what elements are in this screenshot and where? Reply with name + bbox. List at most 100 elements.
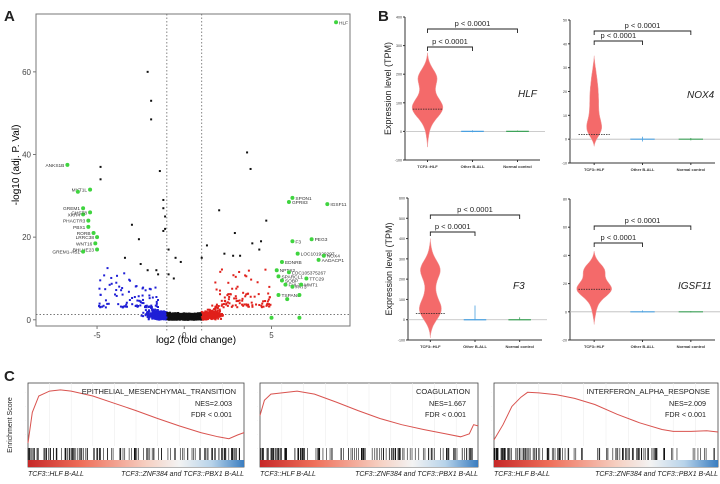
volcano-xtick-label: 0: [182, 331, 187, 340]
violin-xtick-label: Other B-ALL: [631, 344, 655, 349]
gene-label: MMT1: [304, 283, 318, 289]
volcano-point: [164, 313, 167, 316]
volcano-point-ns: [249, 167, 252, 170]
violin-xtick-label: Other B-ALL: [463, 344, 487, 349]
volcano-point: [141, 301, 144, 304]
volcano-point: [151, 310, 154, 313]
fdr-label: FDR < 0.001: [191, 410, 232, 419]
volcano-point-highlight: [286, 270, 291, 275]
volcano-point: [156, 313, 159, 316]
volcano-point: [141, 294, 144, 297]
volcano-point: [102, 304, 105, 307]
gsea-hits: [27, 448, 240, 460]
volcano-point: [166, 311, 169, 314]
gene-label: SOBP: [285, 279, 298, 285]
pvalue-label: p < 0.0001: [600, 233, 636, 242]
violin-ytick-label: 400: [399, 237, 405, 241]
violin-ytick-label: 40: [563, 42, 567, 46]
volcano-point: [175, 318, 178, 321]
volcano-point-ns: [260, 240, 263, 243]
volcano-point-ns: [130, 223, 133, 226]
volcano-point: [241, 303, 244, 306]
gsea-hits: [493, 448, 715, 460]
violin-ytick-label: 0: [403, 318, 405, 322]
gene-label: FAT3: [295, 285, 306, 291]
right-phenotype-label: TCF3::ZNF384 and TCF3::PBX1 B-ALL: [355, 471, 478, 478]
volcano-point-ns: [158, 170, 161, 173]
volcano-point: [214, 309, 217, 312]
volcano-point: [207, 311, 210, 314]
volcano-point: [177, 318, 180, 321]
significance-bracket: [427, 28, 518, 33]
volcano-point: [147, 315, 150, 318]
volcano-point-ns: [123, 256, 126, 259]
volcano-point: [200, 318, 203, 321]
volcano-point: [203, 317, 206, 320]
volcano-point: [106, 267, 109, 270]
volcano-point: [104, 288, 107, 291]
volcano-point: [183, 313, 186, 316]
volcano-point: [161, 315, 164, 318]
volcano-point: [234, 275, 237, 278]
volcano-point: [172, 314, 175, 317]
volcano-point: [218, 308, 221, 311]
volcano-point: [185, 316, 188, 319]
volcano-point: [200, 316, 203, 319]
volcano-point-ns: [218, 209, 221, 212]
nes-label: NES=2.009: [669, 399, 706, 408]
volcano-point: [147, 317, 150, 320]
gene-name-label: IGSF11: [678, 281, 712, 292]
gene-set-title: EPITHELIAL_MESENCHYMAL_TRANSITION: [82, 387, 236, 396]
gene-label: LRRC38: [76, 235, 95, 241]
gene-label: CHST8: [71, 210, 87, 216]
violin-xtick-label: TCF3::HLF: [417, 164, 438, 169]
volcano-point: [149, 306, 152, 309]
volcano-point: [152, 308, 155, 311]
volcano-point: [209, 310, 212, 313]
volcano-point: [167, 312, 170, 315]
volcano-point: [180, 318, 183, 321]
volcano-point: [222, 306, 225, 309]
volcano-point: [223, 296, 226, 299]
volcano-point-highlight: [88, 210, 93, 215]
significance-bracket: [427, 46, 473, 51]
volcano-point: [247, 303, 250, 306]
volcano-point: [200, 313, 203, 316]
volcano-point-highlight: [299, 282, 304, 287]
volcano-point-highlight: [297, 315, 302, 320]
volcano-xtick-label: -5: [93, 331, 101, 340]
volcano-point: [170, 313, 173, 316]
volcano-point: [228, 295, 231, 298]
violin-ytick-label: 0: [400, 130, 402, 134]
volcano-point: [157, 306, 160, 309]
volcano-point-highlight: [285, 297, 290, 302]
volcano-point-highlight: [316, 257, 321, 262]
volcano-point: [213, 308, 216, 311]
volcano-point: [144, 309, 147, 312]
gene-label: SPON1: [295, 196, 312, 202]
volcano-point: [114, 293, 117, 296]
gene-label: ANKS1B: [45, 163, 64, 169]
violin-ytick-label: 50: [563, 19, 567, 23]
volcano-point: [182, 317, 185, 320]
volcano-point: [220, 304, 223, 307]
volcano-point: [179, 315, 182, 318]
violin-xtick-label: Other B-ALL: [631, 167, 655, 172]
volcano-point-highlight: [65, 162, 70, 167]
volcano-point: [155, 316, 158, 319]
fdr-label: FDR < 0.001: [425, 410, 466, 419]
volcano-point: [260, 304, 263, 307]
volcano-point: [213, 315, 216, 318]
volcano-point-highlight: [290, 195, 295, 200]
volcano-point: [189, 318, 192, 321]
nes-label: NES=2.003: [195, 399, 232, 408]
right-phenotype-label: TCF3::ZNF384 and TCF3::PBX1 B-ALL: [595, 471, 718, 478]
gsea-ytick-label: ·: [25, 419, 26, 422]
volcano-point: [202, 318, 205, 321]
volcano-point: [159, 315, 162, 318]
volcano-point: [152, 315, 155, 318]
volcano-point: [196, 312, 199, 315]
volcano-point-highlight: [321, 253, 326, 258]
volcano-point: [118, 285, 121, 288]
gsea-ytick-label: ·: [257, 391, 258, 394]
